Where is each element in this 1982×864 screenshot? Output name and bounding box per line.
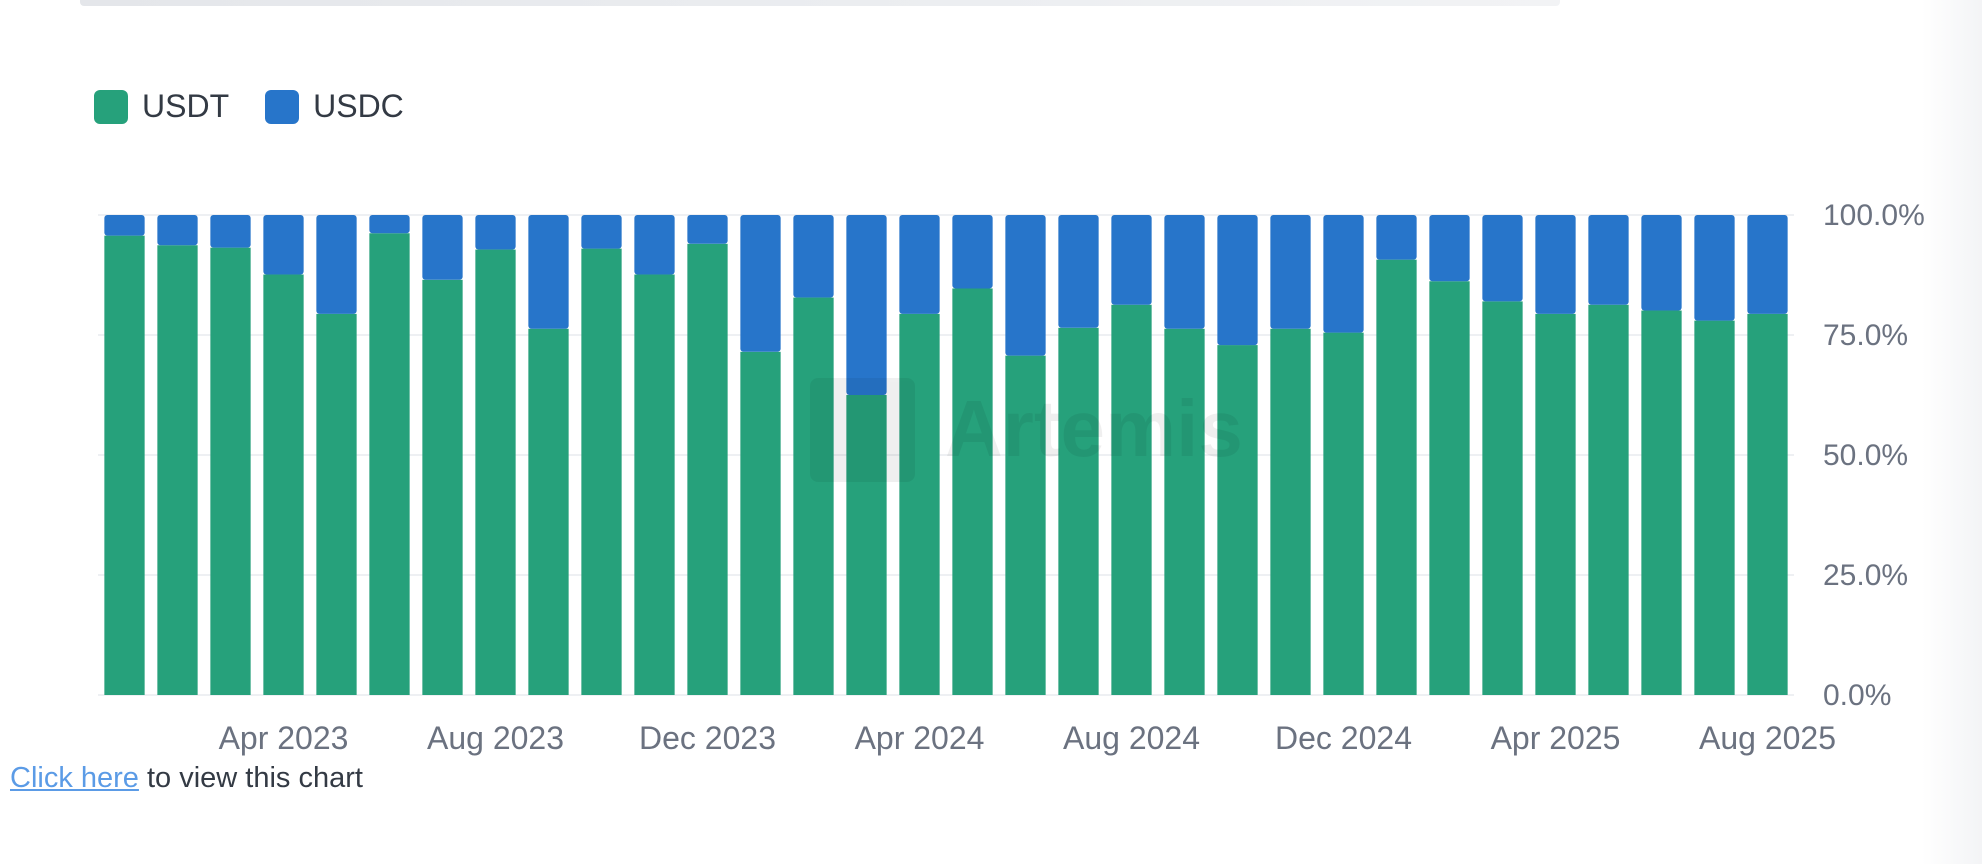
bar-usdt[interactable] xyxy=(1005,355,1046,695)
bar-usdc[interactable] xyxy=(581,215,622,249)
bar-usdt[interactable] xyxy=(1323,332,1364,695)
bar-usdt[interactable] xyxy=(1376,259,1417,695)
bar-usdc[interactable] xyxy=(1641,215,1682,311)
bar-usdt[interactable] xyxy=(104,235,145,695)
bar-usdc[interactable] xyxy=(1535,215,1576,314)
bar-usdt[interactable] xyxy=(1217,345,1258,695)
bar-usdt[interactable] xyxy=(1164,328,1205,695)
bar-usdc[interactable] xyxy=(1694,215,1735,321)
legend-label-usdt: USDT xyxy=(142,88,230,124)
bar-usdt[interactable] xyxy=(1111,304,1152,695)
y-tick-label: 75.0% xyxy=(1823,319,1908,352)
y-tick-label: 50.0% xyxy=(1823,439,1908,472)
bar-usdt[interactable] xyxy=(1694,320,1735,695)
footer-text: to view this chart xyxy=(138,762,363,794)
bar-usdc[interactable] xyxy=(1005,215,1046,356)
bar-usdc[interactable] xyxy=(1270,215,1311,329)
watermark-text: Artemis xyxy=(945,384,1243,473)
legend-item-usdt[interactable]: USDT xyxy=(94,88,229,125)
bar-usdt[interactable] xyxy=(793,297,834,695)
bar-usdc[interactable] xyxy=(846,215,887,395)
chart-legend: USDT USDC xyxy=(94,88,404,125)
artemis-logo-icon xyxy=(810,378,915,482)
bar-usdt[interactable] xyxy=(1641,310,1682,695)
x-tick-label: Aug 2024 xyxy=(1063,720,1200,756)
bar-usdc[interactable] xyxy=(475,215,516,250)
legend-swatch-usdt xyxy=(94,89,128,124)
bar-usdt[interactable] xyxy=(528,328,569,695)
artemis-watermark: Artemis xyxy=(810,378,1243,482)
bar-usdc[interactable] xyxy=(316,215,357,314)
bar-usdt[interactable] xyxy=(952,288,993,695)
bar-usdc[interactable] xyxy=(687,215,728,244)
bar-usdc[interactable] xyxy=(1588,215,1629,305)
legend-swatch-usdc xyxy=(265,89,300,124)
legend-item-usdc[interactable]: USDC xyxy=(265,88,404,125)
bar-usdc[interactable] xyxy=(263,215,304,275)
y-tick-label: 0.0% xyxy=(1823,679,1891,712)
x-tick-label: Apr 2025 xyxy=(1491,720,1621,756)
bar-usdc[interactable] xyxy=(1429,215,1470,282)
bar-usdc[interactable] xyxy=(210,215,251,248)
x-tick-label: Dec 2024 xyxy=(1275,720,1412,756)
x-tick-label: Aug 2023 xyxy=(427,720,564,756)
bar-usdt[interactable] xyxy=(1482,301,1523,695)
x-tick-label: Aug 2025 xyxy=(1699,720,1836,756)
bar-usdt[interactable] xyxy=(899,313,940,695)
bar-usdt[interactable] xyxy=(1270,328,1311,695)
bar-usdt[interactable] xyxy=(687,243,728,696)
bar-usdc[interactable] xyxy=(1323,215,1364,333)
view-chart-link[interactable]: Click here xyxy=(10,762,139,794)
bar-usdc[interactable] xyxy=(1747,215,1788,314)
x-tick-label: Dec 2023 xyxy=(639,720,776,756)
bar-usdc[interactable] xyxy=(1164,215,1205,329)
bar-usdc[interactable] xyxy=(422,215,463,280)
bar-usdc[interactable] xyxy=(1111,215,1152,305)
y-tick-label: 25.0% xyxy=(1823,559,1908,592)
x-tick-label: Apr 2023 xyxy=(219,720,349,756)
bar-usdt[interactable] xyxy=(1535,313,1576,695)
bar-usdc[interactable] xyxy=(104,215,145,236)
bar-usdc[interactable] xyxy=(1482,215,1523,302)
y-axis-ticks: 0.0% 25.0% 50.0% 75.0% 100.0% xyxy=(1823,199,1925,712)
x-tick-label: Apr 2024 xyxy=(855,720,985,756)
bar-usdc[interactable] xyxy=(952,215,993,289)
bar-usdt[interactable] xyxy=(846,395,887,695)
bar-usdc[interactable] xyxy=(793,215,834,298)
bar-usdc[interactable] xyxy=(1058,215,1099,328)
bar-usdt[interactable] xyxy=(1588,304,1629,695)
bar-usdc[interactable] xyxy=(157,215,198,246)
bar-usdc[interactable] xyxy=(1217,215,1258,346)
y-tick-label: 100.0% xyxy=(1823,199,1925,232)
bar-usdt[interactable] xyxy=(369,233,410,696)
bar-usdt[interactable] xyxy=(422,279,463,695)
x-axis-ticks: Apr 2023 Aug 2023 Dec 2023 Apr 2024 Aug 2024… xyxy=(219,720,1836,756)
right-edge-shadow xyxy=(1922,0,1982,864)
header-strip xyxy=(80,0,1560,6)
bar-usdc[interactable] xyxy=(369,215,410,234)
bar-usdt[interactable] xyxy=(581,248,622,695)
bar-usdt[interactable] xyxy=(634,274,675,695)
bar-usdc[interactable] xyxy=(634,215,675,275)
bar-usdt[interactable] xyxy=(1747,313,1788,695)
bar-usdc[interactable] xyxy=(740,215,781,352)
bar-usdc[interactable] xyxy=(899,215,940,314)
bar-usdt[interactable] xyxy=(475,249,516,695)
bar-usdc[interactable] xyxy=(1376,215,1417,260)
bar-usdt[interactable] xyxy=(157,245,198,696)
bar-usdc[interactable] xyxy=(528,215,569,329)
bar-usdt[interactable] xyxy=(740,351,781,695)
footer-note: Click here to view this chart xyxy=(10,762,363,795)
bars xyxy=(104,215,1788,696)
bar-usdt[interactable] xyxy=(210,247,251,695)
bar-usdt[interactable] xyxy=(1429,281,1470,695)
bar-usdt[interactable] xyxy=(316,313,357,695)
legend-label-usdc: USDC xyxy=(313,88,404,124)
bar-usdt[interactable] xyxy=(263,274,304,695)
bar-usdt[interactable] xyxy=(1058,327,1099,695)
